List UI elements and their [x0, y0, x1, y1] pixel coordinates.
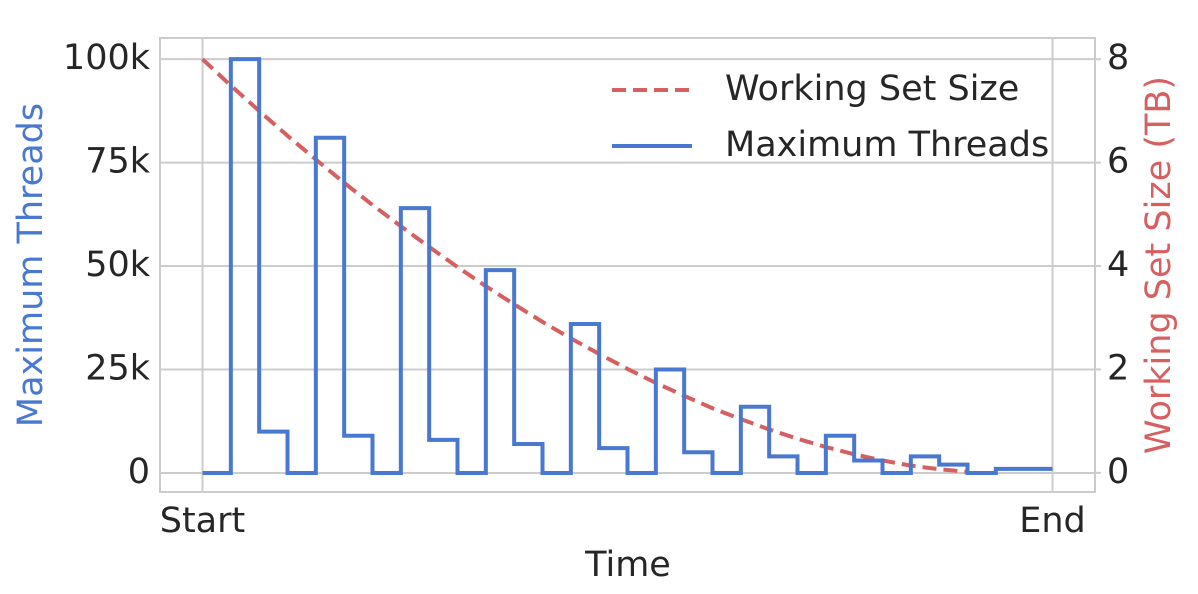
series-line: [201, 57, 968, 474]
y-tick-label: 25k: [85, 348, 151, 388]
legend-label: Maximum Threads: [725, 125, 1049, 165]
x-tick-label: Start: [160, 501, 246, 541]
y-axis-label: Maximum Threads: [11, 103, 51, 427]
y2-tick-label: 6: [1107, 142, 1129, 182]
y2-tick-label: 8: [1107, 38, 1129, 78]
legend-label: Working Set Size: [725, 69, 1019, 109]
y-tick-label: 75k: [85, 142, 151, 182]
y2-axis-label: Working Set Size (TB): [1139, 76, 1179, 454]
y-tick-label: 100k: [63, 38, 151, 78]
series-line: [202, 57, 1053, 475]
x-tick-label: End: [1019, 501, 1086, 541]
y-tick-label: 50k: [85, 245, 151, 285]
y2-tick-label: 4: [1107, 245, 1129, 285]
y2-tick-label: 0: [1107, 452, 1129, 492]
y2-tick-label: 2: [1107, 348, 1129, 388]
y-tick-label: 0: [128, 452, 150, 492]
x-axis-label: Time: [584, 545, 671, 585]
